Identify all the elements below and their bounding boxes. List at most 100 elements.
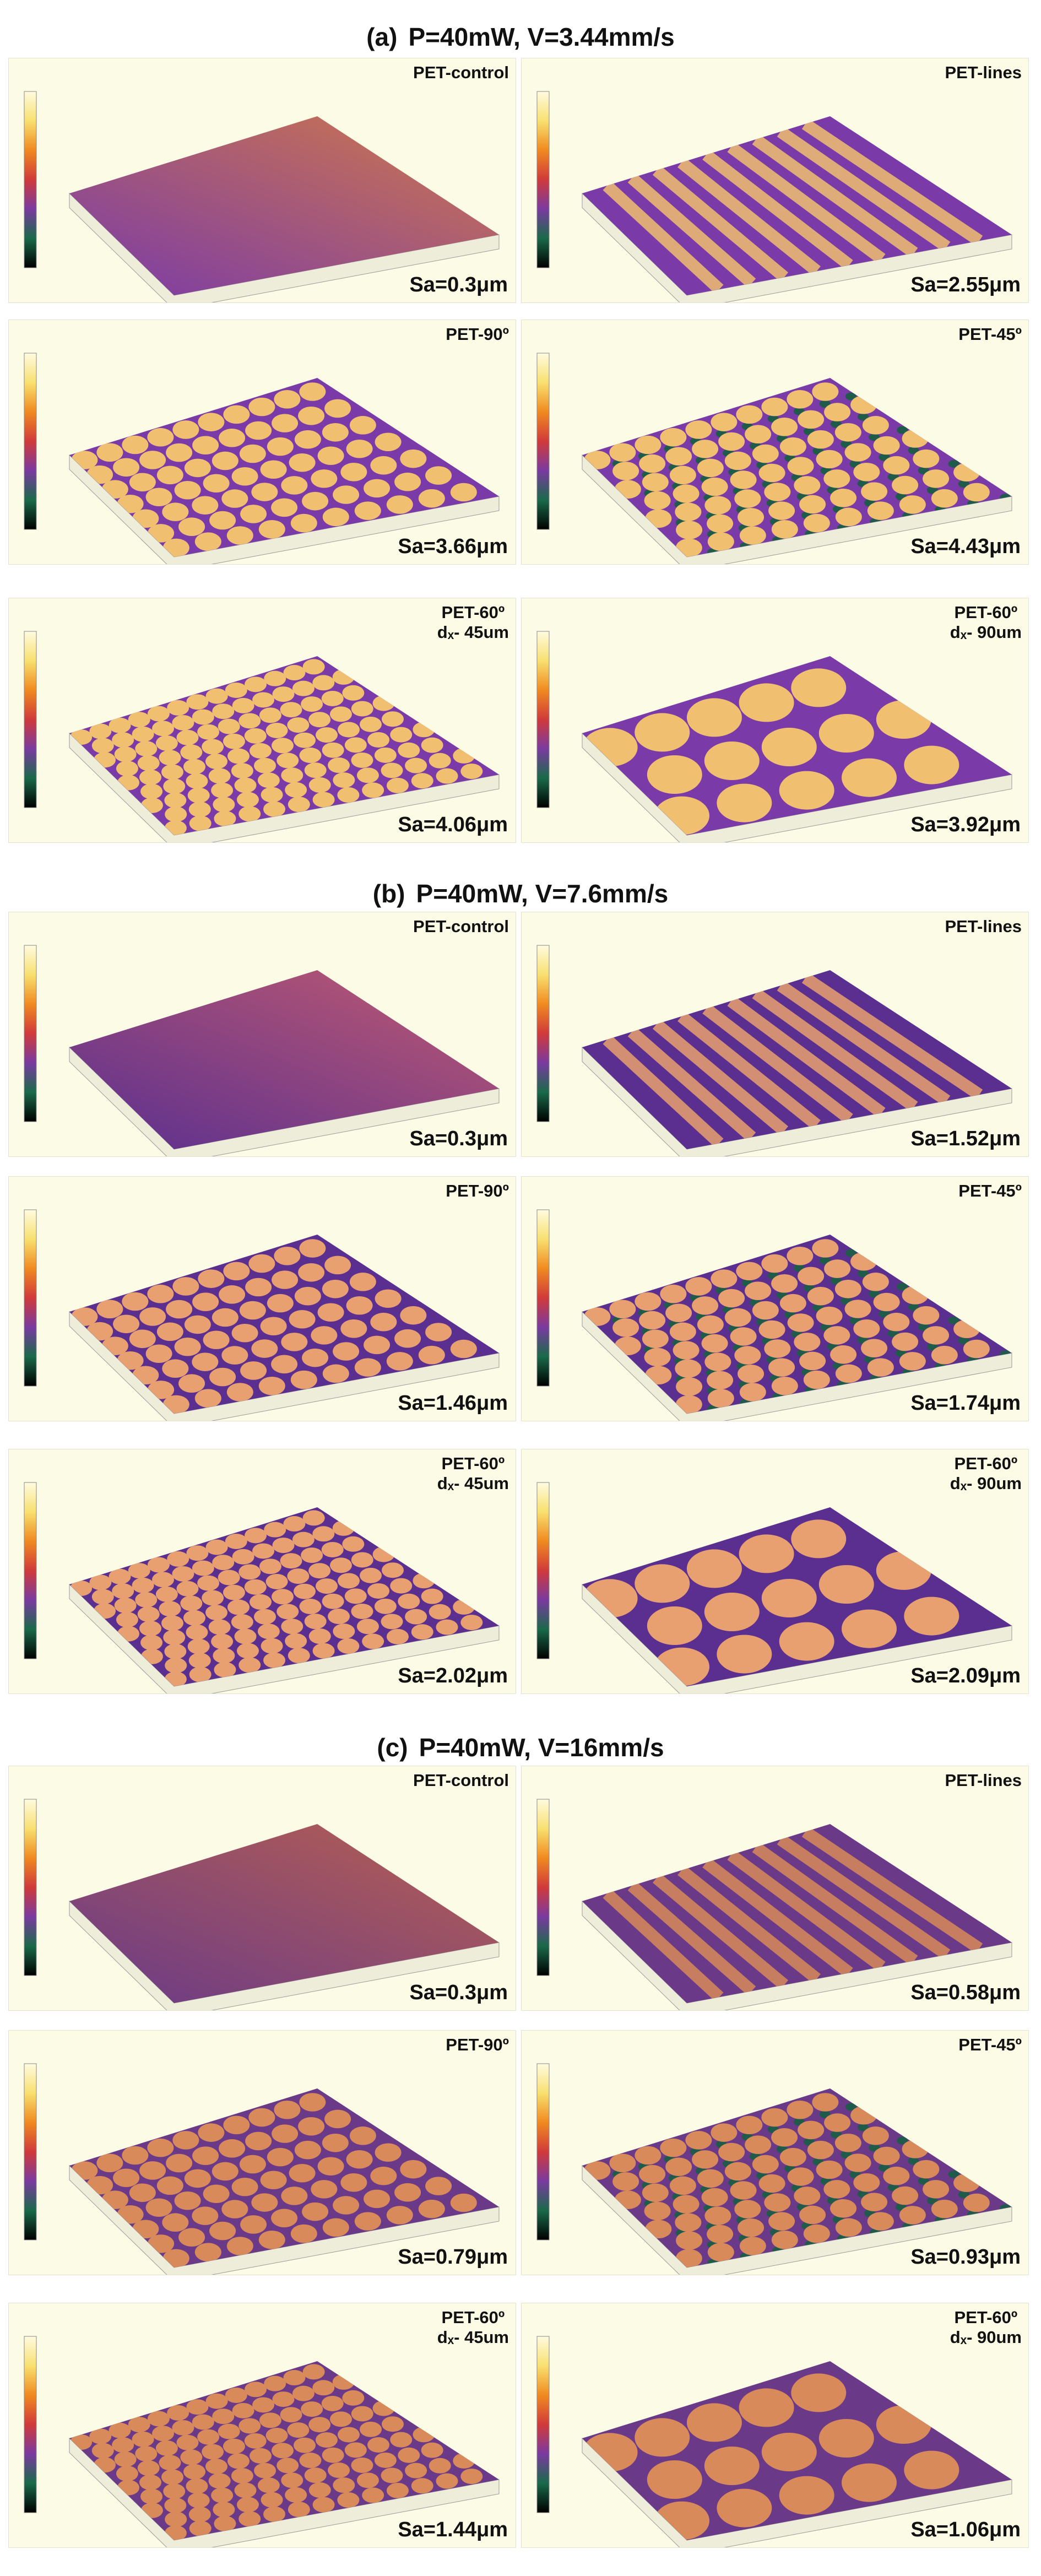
bump bbox=[239, 444, 266, 463]
bump bbox=[292, 1531, 315, 1547]
bump bbox=[349, 416, 376, 435]
bump bbox=[923, 1326, 950, 1345]
bump bbox=[312, 2497, 335, 2513]
bump bbox=[673, 1341, 700, 1360]
bump bbox=[989, 1330, 1001, 1338]
bump bbox=[356, 2472, 379, 2488]
bump bbox=[208, 1619, 231, 1635]
bump bbox=[280, 2407, 302, 2423]
bump bbox=[164, 1643, 187, 1659]
bump bbox=[166, 2153, 193, 2173]
bump bbox=[873, 2146, 900, 2166]
bump bbox=[739, 2388, 794, 2427]
bump bbox=[240, 1361, 267, 1380]
bump bbox=[899, 1352, 926, 1371]
bump bbox=[263, 1652, 286, 1668]
ridge bbox=[777, 126, 951, 252]
bump bbox=[165, 807, 187, 822]
bump bbox=[147, 1284, 174, 1303]
bump bbox=[738, 2218, 765, 2237]
bump bbox=[367, 2437, 390, 2453]
spacing: dₓ- 45um bbox=[437, 1474, 509, 1493]
bump bbox=[692, 440, 719, 458]
sample-name: PET-lines bbox=[945, 63, 1022, 82]
panel: PET-60º dₓ- 45um Sa=4.06μm bbox=[8, 598, 516, 843]
bump bbox=[425, 466, 452, 485]
bump bbox=[963, 1339, 990, 1359]
bump bbox=[364, 479, 391, 498]
surface-plot bbox=[536, 1799, 1012, 2010]
colorbar bbox=[24, 1799, 37, 1976]
bump bbox=[697, 1315, 724, 1334]
bump bbox=[460, 2469, 483, 2485]
bump bbox=[132, 2431, 154, 2447]
bump bbox=[161, 2469, 183, 2485]
bump bbox=[413, 1573, 435, 1589]
bump bbox=[129, 473, 156, 492]
bump bbox=[360, 716, 382, 732]
bump bbox=[739, 2237, 766, 2255]
bump bbox=[209, 511, 236, 530]
bump bbox=[787, 2167, 814, 2186]
bump bbox=[245, 2382, 267, 2398]
bump bbox=[139, 1621, 161, 1636]
bump bbox=[635, 1292, 662, 1311]
bump bbox=[198, 2123, 225, 2142]
bump bbox=[302, 659, 325, 675]
bump bbox=[381, 1614, 403, 1630]
bump bbox=[178, 1374, 205, 1393]
bump bbox=[609, 443, 636, 462]
sample-name: PET-control bbox=[413, 63, 509, 82]
bump bbox=[834, 2133, 861, 2152]
bump bbox=[736, 2115, 763, 2135]
bump bbox=[669, 466, 696, 485]
sample-name: PET-lines bbox=[945, 1771, 1022, 1790]
bump bbox=[272, 2443, 294, 2459]
bump bbox=[205, 754, 227, 770]
bump bbox=[197, 724, 220, 740]
panel: PET-45º Sa=1.74μm bbox=[521, 1176, 1029, 1421]
bump bbox=[231, 2177, 258, 2196]
ridge bbox=[702, 1004, 853, 1124]
bump bbox=[308, 2417, 331, 2433]
bump bbox=[259, 2412, 281, 2428]
bump bbox=[612, 462, 639, 480]
bump bbox=[225, 2387, 247, 2403]
bump bbox=[245, 1278, 272, 1297]
bump bbox=[272, 1589, 294, 1605]
bump bbox=[386, 2206, 413, 2225]
bump bbox=[798, 410, 825, 429]
bump bbox=[165, 2512, 187, 2528]
texture bbox=[70, 2364, 483, 2540]
bump bbox=[329, 706, 352, 722]
panel-name: PET-60º dₓ- 90um bbox=[950, 1454, 1022, 1493]
sample-name: PET-90º bbox=[446, 324, 509, 344]
bump bbox=[184, 458, 211, 478]
roughness: Sa=1.06μm bbox=[910, 2518, 1021, 2541]
panel-name: PET-60º dₓ- 45um bbox=[437, 1454, 509, 1493]
bump bbox=[140, 2488, 163, 2504]
bump bbox=[370, 2166, 397, 2185]
bump bbox=[164, 792, 187, 808]
bump bbox=[162, 538, 189, 557]
bump bbox=[212, 2162, 238, 2181]
bump bbox=[834, 423, 861, 442]
bump bbox=[685, 2131, 712, 2150]
bump bbox=[139, 770, 161, 785]
bump bbox=[351, 1603, 373, 1619]
ridge bbox=[627, 1881, 756, 1996]
surface-plot bbox=[536, 353, 1012, 564]
bump bbox=[823, 1326, 850, 1345]
bump bbox=[862, 2126, 889, 2145]
bump bbox=[340, 1319, 367, 1338]
bump bbox=[736, 405, 763, 424]
bump bbox=[251, 2193, 278, 2212]
bump bbox=[333, 485, 360, 504]
bump bbox=[704, 742, 760, 780]
bump bbox=[165, 1658, 187, 1674]
bump bbox=[304, 762, 327, 778]
bump bbox=[830, 489, 857, 507]
bump bbox=[91, 2443, 114, 2459]
bump bbox=[176, 1581, 199, 1597]
bump bbox=[188, 2507, 211, 2523]
